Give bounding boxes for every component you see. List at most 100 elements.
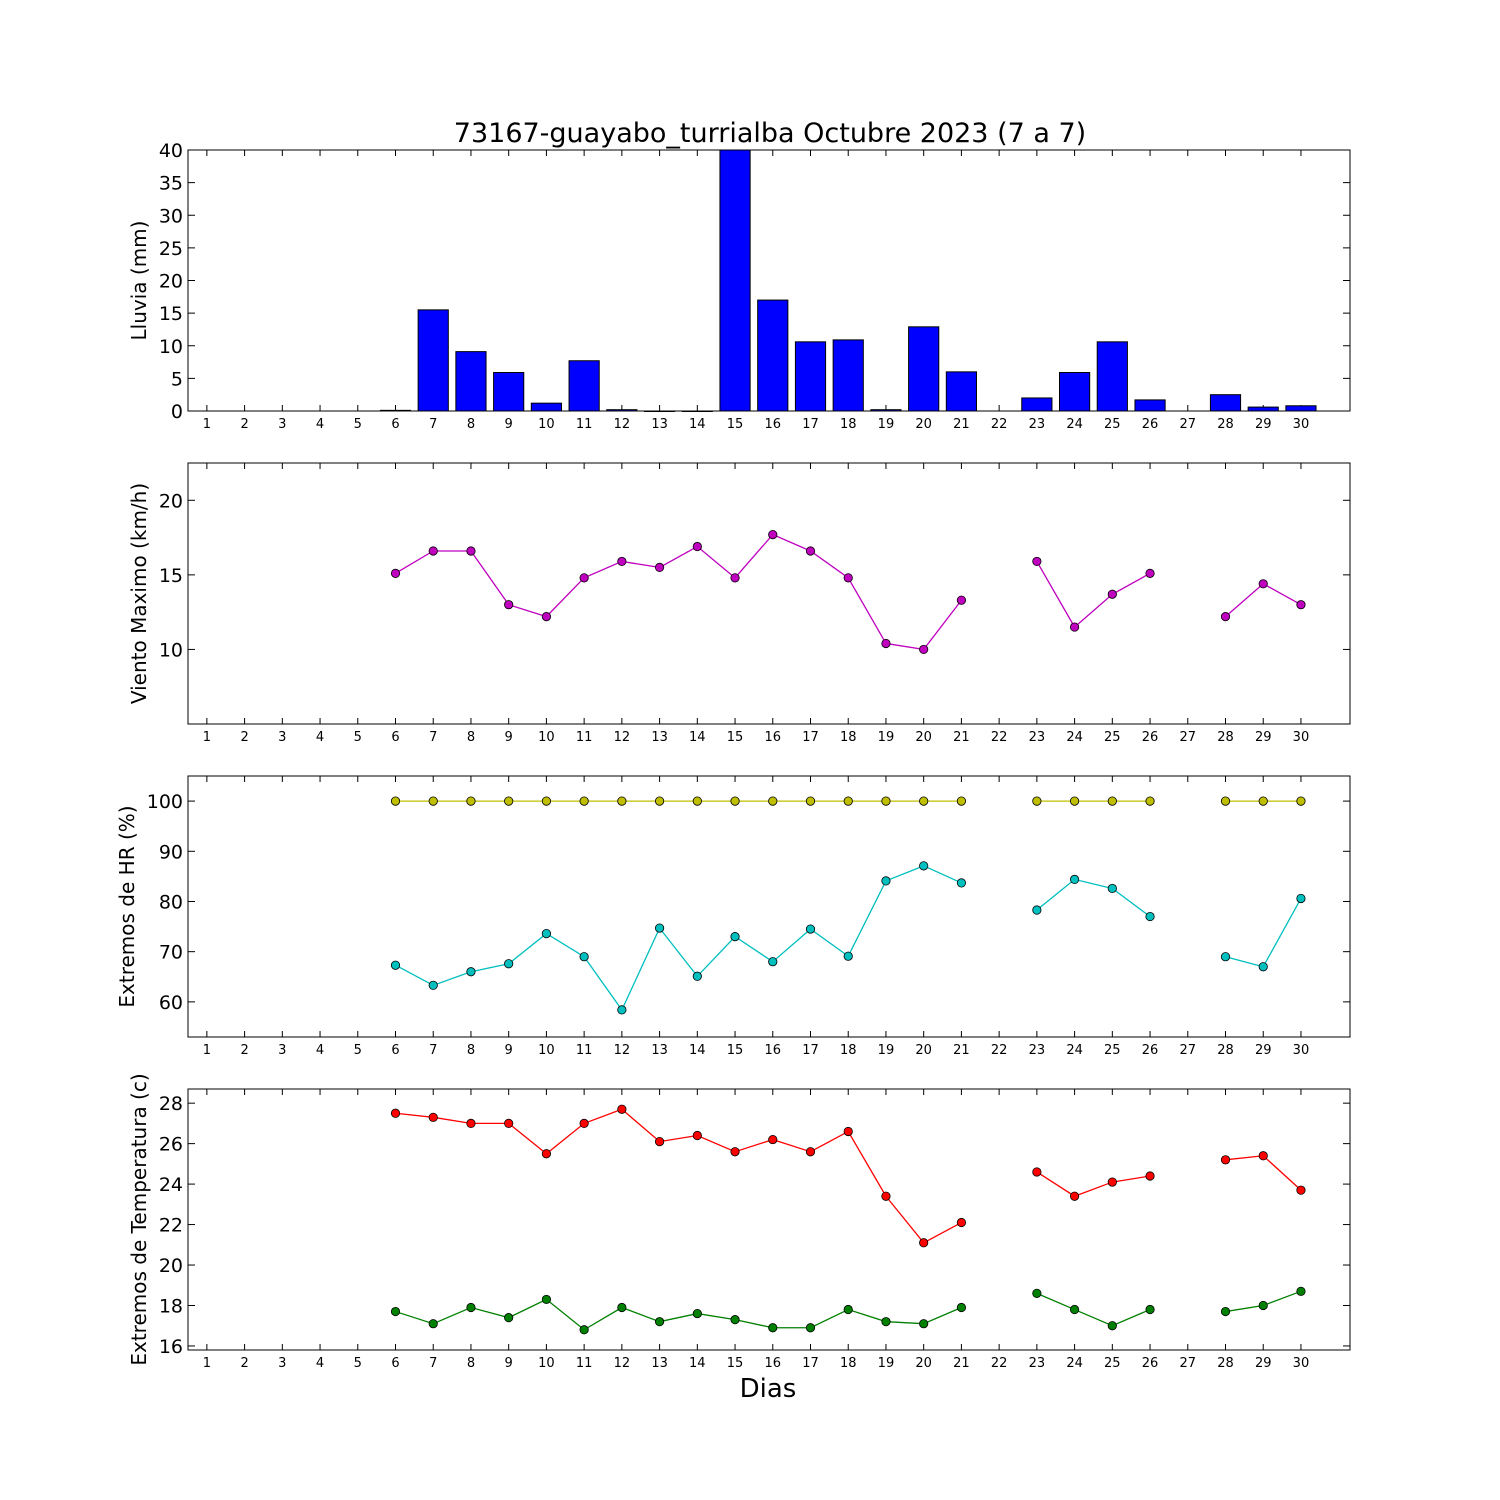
data-point bbox=[881, 876, 891, 886]
data-point bbox=[504, 959, 514, 969]
x-tick-label: 23 bbox=[1029, 730, 1046, 745]
bar bbox=[1285, 405, 1317, 412]
x-tick-label: 4 bbox=[316, 730, 324, 745]
x-tick-label: 7 bbox=[429, 1043, 437, 1058]
data-point bbox=[541, 612, 552, 622]
data-point bbox=[428, 1112, 438, 1122]
x-tick-label: 3 bbox=[278, 1043, 286, 1058]
y-tick-label: 24 bbox=[159, 1174, 183, 1196]
x-tick-label: 22 bbox=[991, 730, 1008, 745]
x-tick-label: 11 bbox=[576, 1043, 593, 1058]
bar bbox=[1209, 394, 1242, 412]
data-point bbox=[504, 1313, 514, 1323]
y-tick-label: 20 bbox=[159, 490, 183, 512]
y-axis-label: Viento Maximo (km/h) bbox=[127, 483, 151, 704]
data-point bbox=[956, 595, 967, 605]
x-tick-label: 1 bbox=[203, 730, 211, 745]
data-point bbox=[654, 1317, 665, 1327]
x-tick-label: 23 bbox=[1029, 1043, 1046, 1058]
x-tick-label: 29 bbox=[1255, 1043, 1272, 1058]
data-point bbox=[1032, 796, 1042, 806]
x-tick-label: 17 bbox=[802, 1356, 819, 1371]
bar bbox=[1096, 341, 1128, 412]
data-point bbox=[617, 1104, 627, 1114]
x-tick-label: 28 bbox=[1217, 1356, 1234, 1371]
x-tick-label: 12 bbox=[614, 417, 631, 432]
x-tick-label: 27 bbox=[1179, 1043, 1196, 1058]
x-tick-label: 13 bbox=[651, 730, 668, 745]
x-tick-label: 26 bbox=[1142, 1043, 1159, 1058]
bar bbox=[606, 409, 638, 412]
x-tick-label: 12 bbox=[614, 1043, 631, 1058]
x-tick-label: 3 bbox=[278, 1356, 286, 1371]
x-tick-label: 24 bbox=[1066, 1356, 1083, 1371]
x-tick-label: 7 bbox=[429, 1356, 437, 1371]
x-tick-label: 17 bbox=[802, 1043, 819, 1058]
data-point bbox=[805, 924, 816, 934]
data-point bbox=[768, 796, 778, 806]
x-tick-label: 18 bbox=[840, 417, 857, 432]
x-tick-label: 11 bbox=[576, 1356, 593, 1371]
data-point bbox=[1296, 1185, 1306, 1195]
data-point bbox=[730, 1147, 740, 1157]
x-tick-label: 1 bbox=[203, 1356, 211, 1371]
data-point bbox=[1069, 874, 1080, 884]
x-tick-label: 14 bbox=[689, 1356, 706, 1371]
x-tick-label: 6 bbox=[391, 1356, 399, 1371]
bar bbox=[908, 326, 940, 412]
x-tick-label: 23 bbox=[1029, 1356, 1046, 1371]
x-tick-label: 20 bbox=[915, 1356, 932, 1371]
x-tick-label: 28 bbox=[1217, 1043, 1234, 1058]
data-point bbox=[466, 796, 476, 806]
y-tick-label: 25 bbox=[159, 238, 183, 260]
data-point bbox=[428, 546, 438, 556]
x-tick-label: 13 bbox=[651, 1043, 668, 1058]
bar bbox=[719, 149, 751, 412]
data-point bbox=[504, 796, 514, 806]
y-axis-label: Extremos de HR (%) bbox=[115, 805, 139, 1007]
data-point bbox=[1220, 796, 1231, 806]
y-tick-label: 70 bbox=[159, 942, 183, 964]
y-tick-label: 20 bbox=[159, 271, 183, 293]
x-tick-label: 9 bbox=[505, 1043, 513, 1058]
data-point bbox=[428, 796, 438, 806]
data-point bbox=[390, 960, 401, 970]
data-point bbox=[466, 1302, 476, 1313]
x-tick-label: 5 bbox=[354, 1356, 362, 1371]
y-tick-label: 60 bbox=[159, 992, 183, 1014]
data-point bbox=[1145, 796, 1155, 806]
x-tick-label: 8 bbox=[467, 417, 475, 432]
x-tick-label: 4 bbox=[316, 1043, 324, 1058]
x-tick-label: 8 bbox=[467, 1356, 475, 1371]
y-tick-label: 10 bbox=[159, 336, 183, 358]
series-line bbox=[1036, 1292, 1151, 1327]
data-point bbox=[654, 1137, 665, 1147]
data-point bbox=[805, 546, 816, 556]
y-tick-label: 28 bbox=[159, 1093, 183, 1115]
series-line bbox=[1225, 1155, 1302, 1191]
y-tick-label: 15 bbox=[159, 303, 183, 325]
x-tick-label: 1 bbox=[203, 1043, 211, 1058]
data-point bbox=[1032, 1167, 1042, 1177]
data-point bbox=[1069, 622, 1080, 632]
x-axis-label: Dias bbox=[740, 1374, 797, 1404]
data-point bbox=[1258, 796, 1268, 806]
data-point bbox=[617, 1302, 627, 1313]
x-tick-label: 24 bbox=[1066, 417, 1083, 432]
data-point bbox=[466, 1118, 476, 1128]
x-tick-label: 18 bbox=[840, 730, 857, 745]
bar bbox=[1247, 406, 1279, 412]
series-line bbox=[1036, 561, 1151, 629]
data-point bbox=[1069, 796, 1080, 806]
x-tick-label: 5 bbox=[354, 417, 362, 432]
data-point bbox=[1069, 1304, 1080, 1315]
data-point bbox=[919, 1319, 929, 1329]
x-tick-label: 28 bbox=[1217, 730, 1234, 745]
data-point bbox=[843, 1304, 853, 1315]
y-axis-label: Lluvia (mm) bbox=[127, 221, 151, 341]
data-point bbox=[692, 1308, 702, 1319]
x-tick-label: 9 bbox=[505, 1356, 513, 1371]
x-tick-label: 9 bbox=[505, 730, 513, 745]
x-tick-label: 1 bbox=[203, 417, 211, 432]
data-point bbox=[1258, 962, 1268, 972]
